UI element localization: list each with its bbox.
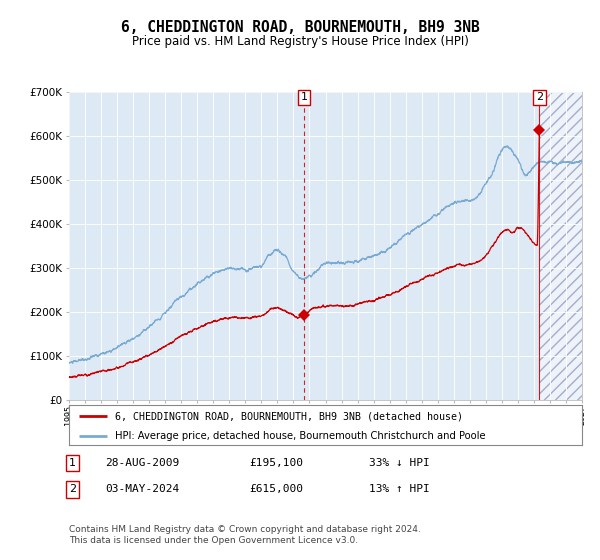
Text: 6, CHEDDINGTON ROAD, BOURNEMOUTH, BH9 3NB: 6, CHEDDINGTON ROAD, BOURNEMOUTH, BH9 3N… xyxy=(121,20,479,35)
Bar xyxy=(539,92,582,400)
Text: £615,000: £615,000 xyxy=(249,484,303,494)
Text: Contains HM Land Registry data © Crown copyright and database right 2024.
This d: Contains HM Land Registry data © Crown c… xyxy=(69,525,421,545)
Text: 33% ↓ HPI: 33% ↓ HPI xyxy=(369,458,430,468)
Text: 13% ↑ HPI: 13% ↑ HPI xyxy=(369,484,430,494)
Text: £195,100: £195,100 xyxy=(249,458,303,468)
Text: HPI: Average price, detached house, Bournemouth Christchurch and Poole: HPI: Average price, detached house, Bour… xyxy=(115,431,486,441)
Text: 2: 2 xyxy=(69,484,76,494)
Text: 03-MAY-2024: 03-MAY-2024 xyxy=(105,484,179,494)
Text: 6, CHEDDINGTON ROAD, BOURNEMOUTH, BH9 3NB (detached house): 6, CHEDDINGTON ROAD, BOURNEMOUTH, BH9 3N… xyxy=(115,411,463,421)
Text: 2: 2 xyxy=(536,92,543,102)
Text: 28-AUG-2009: 28-AUG-2009 xyxy=(105,458,179,468)
Text: 1: 1 xyxy=(69,458,76,468)
Text: 1: 1 xyxy=(301,92,308,102)
Bar xyxy=(539,92,582,400)
Text: Price paid vs. HM Land Registry's House Price Index (HPI): Price paid vs. HM Land Registry's House … xyxy=(131,35,469,48)
